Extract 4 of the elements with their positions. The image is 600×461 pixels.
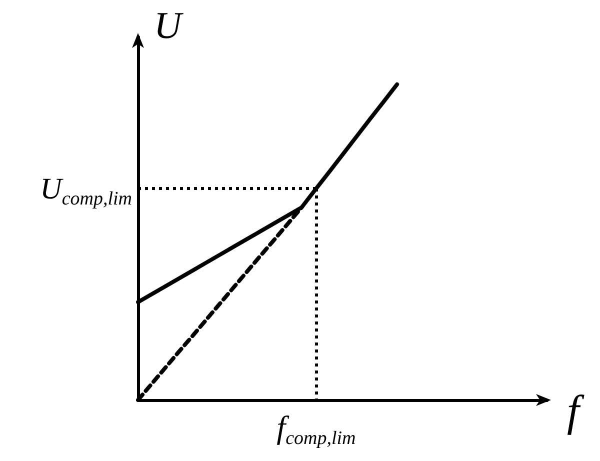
- x-axis-title: f: [567, 386, 585, 436]
- text: f$_{comp,lim}$: [276, 409, 356, 449]
- ref-line-label: U$_{comp,lim}$: [40, 172, 132, 210]
- y-axis-title: U: [154, 5, 184, 47]
